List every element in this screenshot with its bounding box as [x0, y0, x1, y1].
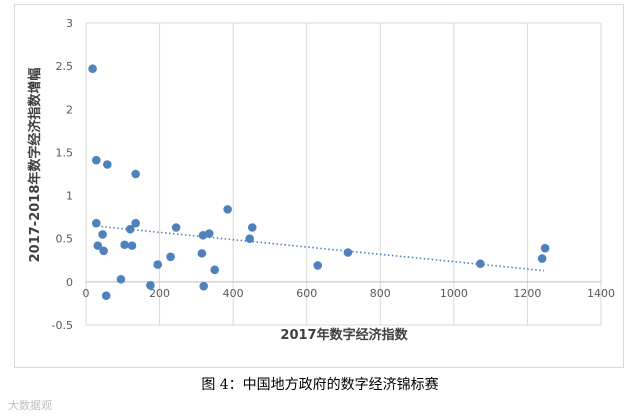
y-tick-label: 1 — [66, 190, 73, 203]
x-tick-label: 400 — [223, 287, 244, 300]
data-point — [103, 160, 112, 169]
trendline-line — [93, 224, 545, 272]
figure-caption: 图 4：中国地方政府的数字经济锦标赛 — [201, 377, 439, 393]
trendline — [93, 224, 545, 272]
x-tick-label: 600 — [296, 287, 317, 300]
x-axis-title: 2017年数字经济指数 — [280, 327, 408, 343]
x-tick-label: 800 — [370, 287, 391, 300]
data-point — [540, 243, 550, 253]
data-point — [92, 218, 101, 228]
data-point — [210, 265, 220, 275]
grid-lines — [85, 22, 602, 326]
data-point — [313, 261, 323, 270]
y-tick-labels: -0.5 0 0.5 1 1.5 2 2.5 3 — [52, 17, 73, 332]
y-tick-label: -0.5 — [52, 319, 73, 332]
data-point — [537, 254, 547, 263]
data-point — [101, 291, 111, 300]
data-point — [88, 64, 97, 74]
y-tick-label: 0 — [66, 276, 73, 289]
data-point — [92, 155, 101, 165]
data-point — [127, 241, 137, 250]
data-point — [131, 169, 140, 179]
watermark: 大数据观 — [8, 399, 52, 412]
data-point — [93, 241, 103, 250]
data-point — [171, 223, 181, 232]
data-point — [476, 259, 485, 269]
data-point — [199, 281, 209, 291]
data-point — [166, 252, 175, 262]
data-point — [125, 224, 135, 234]
y-tick-label: 2.5 — [56, 60, 74, 73]
y-tick-label: 0.5 — [56, 233, 74, 246]
data-point — [204, 229, 214, 238]
data-point — [131, 218, 140, 228]
data-points — [88, 64, 550, 300]
data-point — [197, 249, 207, 258]
chart-frame: 0 200 400 600 800 1000 1200 1400 -0.5 0 0.5 1 1.5 2 2… — [14, 4, 624, 368]
data-point — [245, 234, 254, 244]
data-point — [99, 246, 108, 256]
y-tick-label: 3 — [66, 17, 73, 30]
data-point — [116, 274, 126, 284]
data-point — [146, 281, 155, 290]
data-point — [343, 248, 353, 257]
data-point — [120, 240, 129, 250]
x-tick-label: 1400 — [587, 287, 615, 300]
data-point — [98, 230, 107, 239]
x-tick-label: 1200 — [513, 287, 541, 300]
x-tick-label: 200 — [149, 287, 170, 300]
y-tick-label: 1.5 — [56, 146, 74, 159]
y-tick-label: 2 — [66, 103, 73, 116]
data-point — [223, 205, 232, 214]
data-point — [153, 260, 163, 269]
scatter-chart: 0 200 400 600 800 1000 1200 1400 -0.5 0 0.5 1 1.5 2 2… — [27, 17, 616, 343]
x-tick-label: 0 — [83, 287, 90, 300]
data-point — [247, 223, 257, 232]
x-tick-label: 1000 — [440, 287, 468, 300]
y-axis-title: 2017-2018年数字经济指数增幅 — [27, 68, 43, 263]
x-tick-labels: 0 200 400 600 800 1000 1200 1400 — [83, 287, 616, 300]
